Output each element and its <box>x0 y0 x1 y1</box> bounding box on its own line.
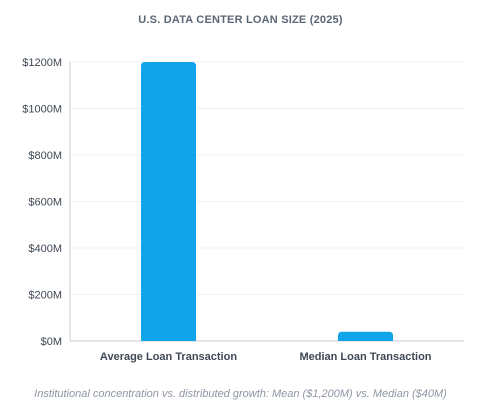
x-category-label: Median Loan Transaction <box>299 351 431 363</box>
chart-caption: Institutional concentration vs. distribu… <box>34 388 447 400</box>
y-tick-label: $1200M <box>22 57 62 69</box>
chart-title: U.S. DATA CENTER LOAN SIZE (2025) <box>138 14 343 26</box>
y-tick-label: $600M <box>28 197 62 209</box>
bar-median <box>338 331 393 341</box>
y-tick-label: $400M <box>28 243 62 255</box>
y-tick-label: $200M <box>28 290 62 302</box>
y-tick-label: $1000M <box>22 104 62 116</box>
y-tick-label: $800M <box>28 150 62 162</box>
x-category-label: Average Loan Transaction <box>100 351 237 363</box>
y-tick-label: $0M <box>41 336 62 348</box>
bar-average <box>141 62 196 341</box>
